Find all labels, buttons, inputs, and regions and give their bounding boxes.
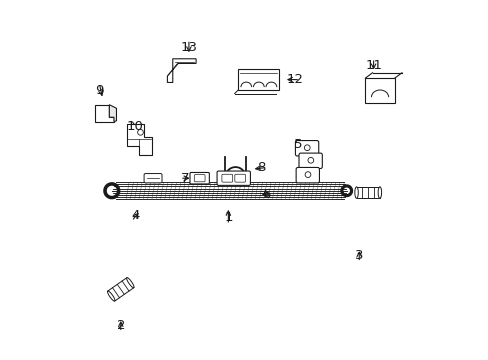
Text: 1: 1 xyxy=(224,211,232,224)
Bar xyxy=(365,78,394,103)
FancyBboxPatch shape xyxy=(296,167,319,183)
Text: 7: 7 xyxy=(181,172,189,185)
Bar xyxy=(238,69,279,90)
FancyBboxPatch shape xyxy=(144,174,162,183)
Circle shape xyxy=(305,172,310,177)
FancyBboxPatch shape xyxy=(298,153,322,168)
Text: 3: 3 xyxy=(354,249,363,262)
FancyBboxPatch shape xyxy=(234,174,245,182)
FancyBboxPatch shape xyxy=(222,174,232,182)
Ellipse shape xyxy=(126,278,134,288)
Ellipse shape xyxy=(354,187,358,198)
Text: 4: 4 xyxy=(131,210,139,222)
Polygon shape xyxy=(95,105,114,122)
Text: 13: 13 xyxy=(180,41,197,54)
Text: 2: 2 xyxy=(116,319,125,332)
FancyBboxPatch shape xyxy=(217,171,250,185)
Ellipse shape xyxy=(107,291,115,301)
Polygon shape xyxy=(167,59,196,82)
Ellipse shape xyxy=(377,187,381,198)
FancyBboxPatch shape xyxy=(295,140,318,156)
Circle shape xyxy=(307,157,313,163)
Bar xyxy=(356,187,379,198)
Text: 12: 12 xyxy=(285,73,303,86)
Text: 6: 6 xyxy=(261,188,270,201)
Text: 5: 5 xyxy=(293,138,302,150)
FancyBboxPatch shape xyxy=(194,175,204,182)
Polygon shape xyxy=(109,105,116,122)
Text: 8: 8 xyxy=(257,161,265,174)
Polygon shape xyxy=(127,125,152,155)
Text: 11: 11 xyxy=(365,59,381,72)
Circle shape xyxy=(304,145,309,150)
FancyBboxPatch shape xyxy=(190,172,209,184)
Text: 10: 10 xyxy=(126,120,143,133)
Text: 9: 9 xyxy=(95,84,103,97)
Circle shape xyxy=(137,130,143,135)
